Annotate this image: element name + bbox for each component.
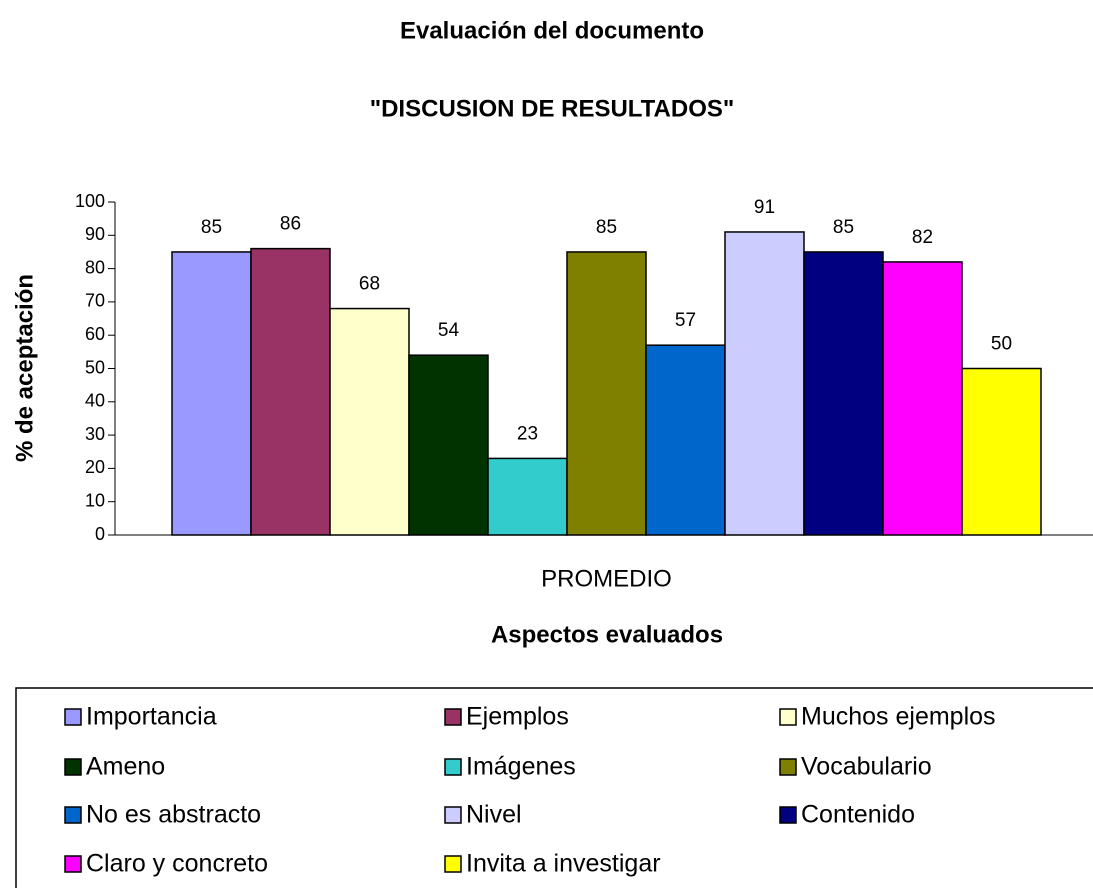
bar [408, 354, 489, 536]
y-tick-label: 100 [75, 191, 105, 211]
y-tick-label: 90 [85, 224, 105, 244]
data-label: 68 [359, 274, 380, 295]
legend-label: Contenido [801, 801, 915, 829]
bar [803, 251, 884, 536]
y-tick-label: 50 [85, 357, 105, 377]
legend-label: Invita a investigar [466, 850, 661, 878]
data-label: 85 [833, 217, 854, 238]
legend-swatch [64, 708, 82, 726]
legend-label: Claro y concreto [86, 850, 268, 878]
bar [250, 247, 331, 536]
legend-swatch [444, 855, 462, 873]
legend-swatch [779, 758, 797, 776]
legend-swatch [64, 806, 82, 824]
y-tick-label: 70 [85, 291, 105, 311]
data-label: 82 [912, 227, 933, 248]
data-label: 57 [675, 310, 696, 331]
bar [724, 231, 805, 536]
bar [487, 457, 568, 536]
data-label: 54 [438, 320, 460, 341]
legend-label: Importancia [86, 703, 217, 731]
data-label: 91 [754, 197, 775, 218]
bar [961, 367, 1042, 536]
data-label: 85 [596, 217, 617, 238]
legend-swatch [779, 708, 797, 726]
legend-swatch [64, 758, 82, 776]
legend-label: Vocabulario [801, 753, 932, 781]
bar [566, 251, 647, 536]
y-tick-label: 60 [85, 324, 105, 344]
data-label: 86 [280, 214, 301, 235]
legend-label: Nivel [466, 801, 522, 829]
x-tick-label: PROMEDIO [541, 565, 672, 592]
legend-swatch [64, 855, 82, 873]
y-tick-label: 30 [85, 424, 105, 444]
y-tick-label: 10 [85, 490, 105, 510]
chart-subtitle: "DISCUSION DE RESULTADOS" [370, 95, 735, 122]
data-label: 23 [517, 423, 538, 444]
legend-swatch [444, 708, 462, 726]
legend-box [15, 687, 1093, 888]
legend-label: No es abstracto [86, 801, 261, 829]
bar [882, 261, 963, 536]
legend-swatch [779, 806, 797, 824]
y-axis-title: % de aceptación [11, 274, 38, 462]
legend-swatch [444, 806, 462, 824]
chart-title: Evaluación del documento [400, 17, 704, 44]
legend-label: Imágenes [466, 753, 576, 781]
legend-label: Ejemplos [466, 703, 569, 731]
y-tick-label: 20 [85, 457, 105, 477]
y-tick-label: 40 [85, 391, 105, 411]
legend-swatch [444, 758, 462, 776]
y-tick-label: 80 [85, 257, 105, 277]
data-label: 50 [991, 334, 1012, 355]
x-axis-title: Aspectos evaluados [491, 621, 723, 648]
legend-label: Ameno [86, 753, 165, 781]
y-tick-label: 0 [95, 524, 105, 544]
bar [329, 307, 410, 536]
legend-label: Muchos ejemplos [801, 703, 996, 731]
bar [645, 344, 726, 536]
bar [171, 251, 252, 536]
data-label: 85 [201, 217, 222, 238]
